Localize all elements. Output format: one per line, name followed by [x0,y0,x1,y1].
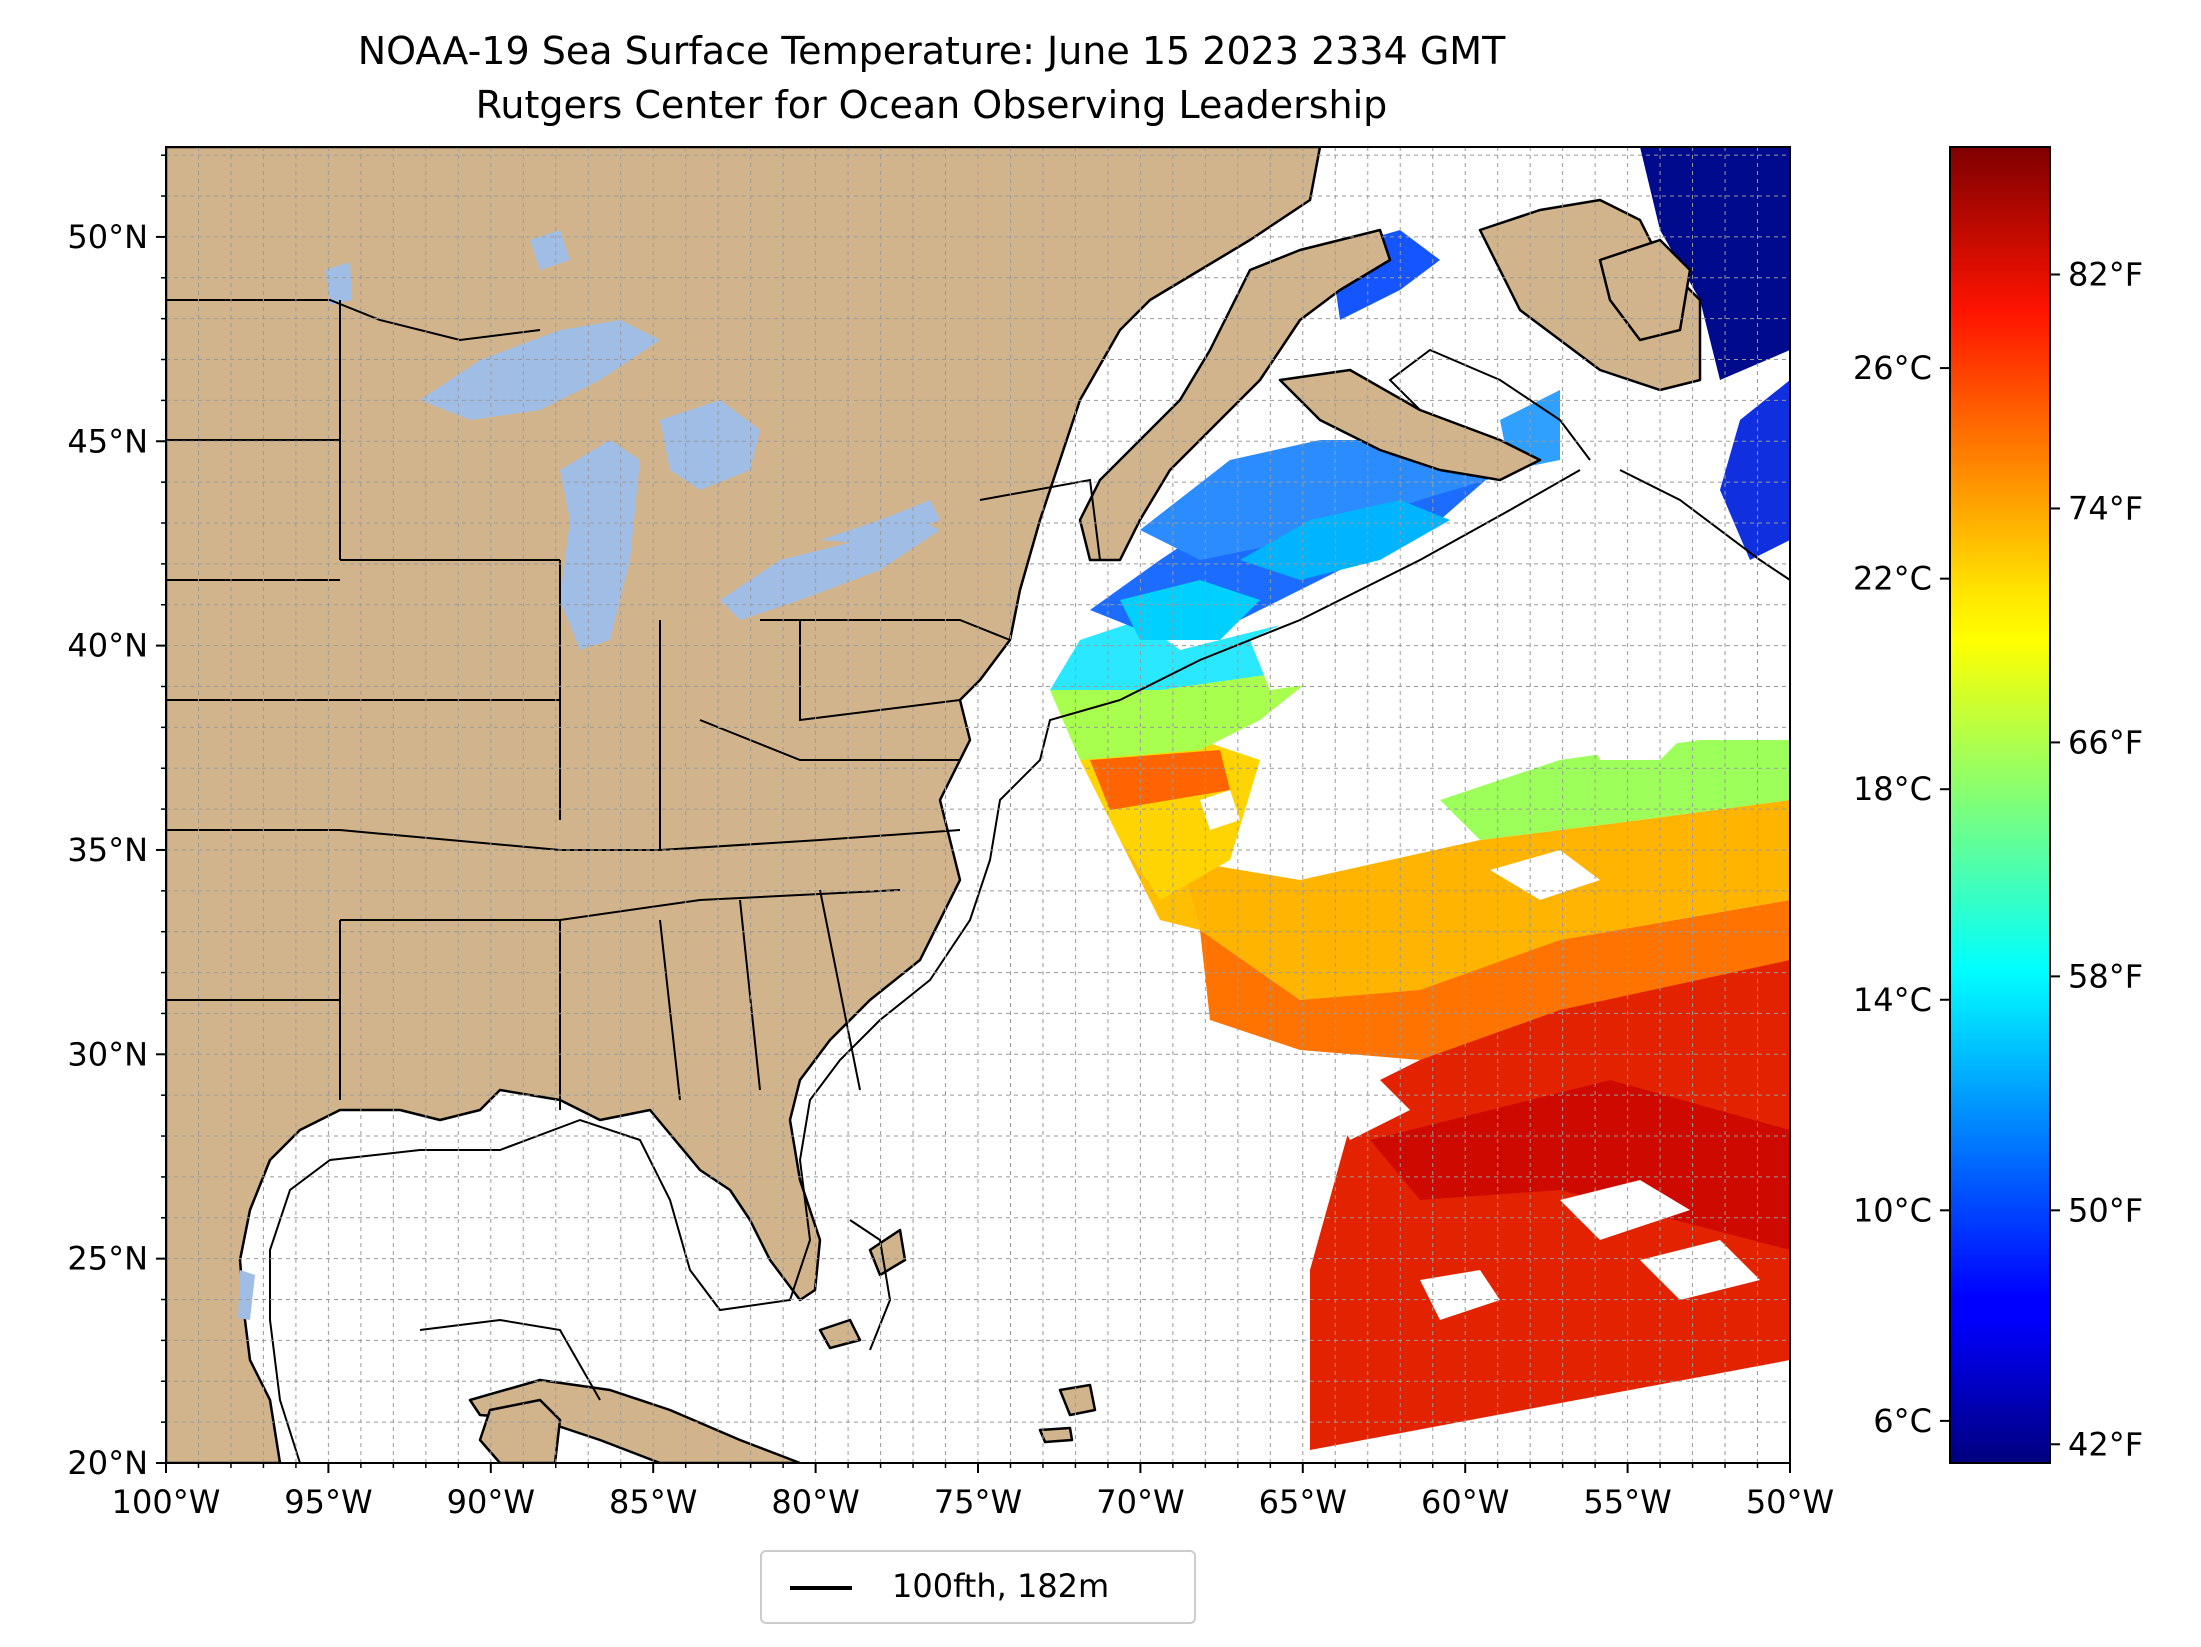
celsius-tick-label: 10°C [1853,1191,1932,1229]
y-tick-label: 25°N [67,1240,148,1278]
celsius-tick-label: 18°C [1853,770,1932,808]
map-panel [166,147,1790,1463]
x-axis: 100°W 95°W 90°W 85°W 80°W 75°W 70°W 65°W 60°W 55°… [112,1463,1834,1521]
y-tick-label: 40°N [67,627,148,665]
x-tick-label: 100°W [112,1483,221,1521]
chart-subtitle: Rutgers Center for Ocean Observing Leade… [475,83,1388,127]
celsius-tick-label: 14°C [1853,981,1932,1019]
y-axis: 20°N 25°N 30°N 35°N 40°N 45°N 50°N [67,154,166,1482]
x-tick-label: 95°W [284,1483,372,1521]
x-tick-label: 50°W [1746,1483,1834,1521]
x-tick-label: 85°W [609,1483,697,1521]
y-tick-label: 50°N [67,218,148,256]
y-tick-label: 45°N [67,422,148,460]
y-tick-label: 20°N [67,1444,148,1482]
lakes [238,230,940,1320]
cloud-mask [1200,600,1760,1320]
x-tick-label: 75°W [934,1483,1022,1521]
borders [166,299,1101,1110]
fahrenheit-tick-label: 74°F [2068,489,2143,527]
land [166,147,1702,1463]
x-tick-label: 80°W [771,1483,859,1521]
fahrenheit-tick-label: 82°F [2068,256,2143,294]
colorbar-celsius-axis: 6°C 10°C 14°C 18°C 22°C 26°C [1853,349,1950,1440]
x-tick-label: 55°W [1583,1483,1671,1521]
fahrenheit-tick-label: 42°F [2068,1425,2143,1463]
x-tick-label: 65°W [1259,1483,1347,1521]
gridlines [166,147,1790,1463]
chart-title: NOAA-19 Sea Surface Temperature: June 15… [357,29,1506,73]
fahrenheit-tick-label: 58°F [2068,957,2143,995]
fahrenheit-tick-label: 66°F [2068,723,2143,761]
x-tick-label: 60°W [1421,1483,1509,1521]
y-tick-label: 30°N [67,1035,148,1073]
celsius-tick-label: 26°C [1853,349,1932,387]
celsius-tick-label: 22°C [1853,560,1932,598]
y-tick-label: 35°N [67,831,148,869]
legend-line-swatch [790,1586,852,1590]
x-tick-label: 70°W [1096,1483,1184,1521]
colorbar-fahrenheit-axis: 42°F 50°F 58°F 66°F 74°F 82°F [2050,256,2143,1463]
isobath-100fth [269,348,1790,1463]
sst-swath [795,147,1790,1450]
legend-label: 100fth, 182m [892,1567,1110,1605]
x-tick-label: 90°W [447,1483,535,1521]
fahrenheit-tick-label: 50°F [2068,1191,2143,1229]
legend: 100fth, 182m [760,1550,1196,1624]
celsius-tick-label: 6°C [1873,1402,1932,1440]
colorbar [1949,146,2051,1464]
